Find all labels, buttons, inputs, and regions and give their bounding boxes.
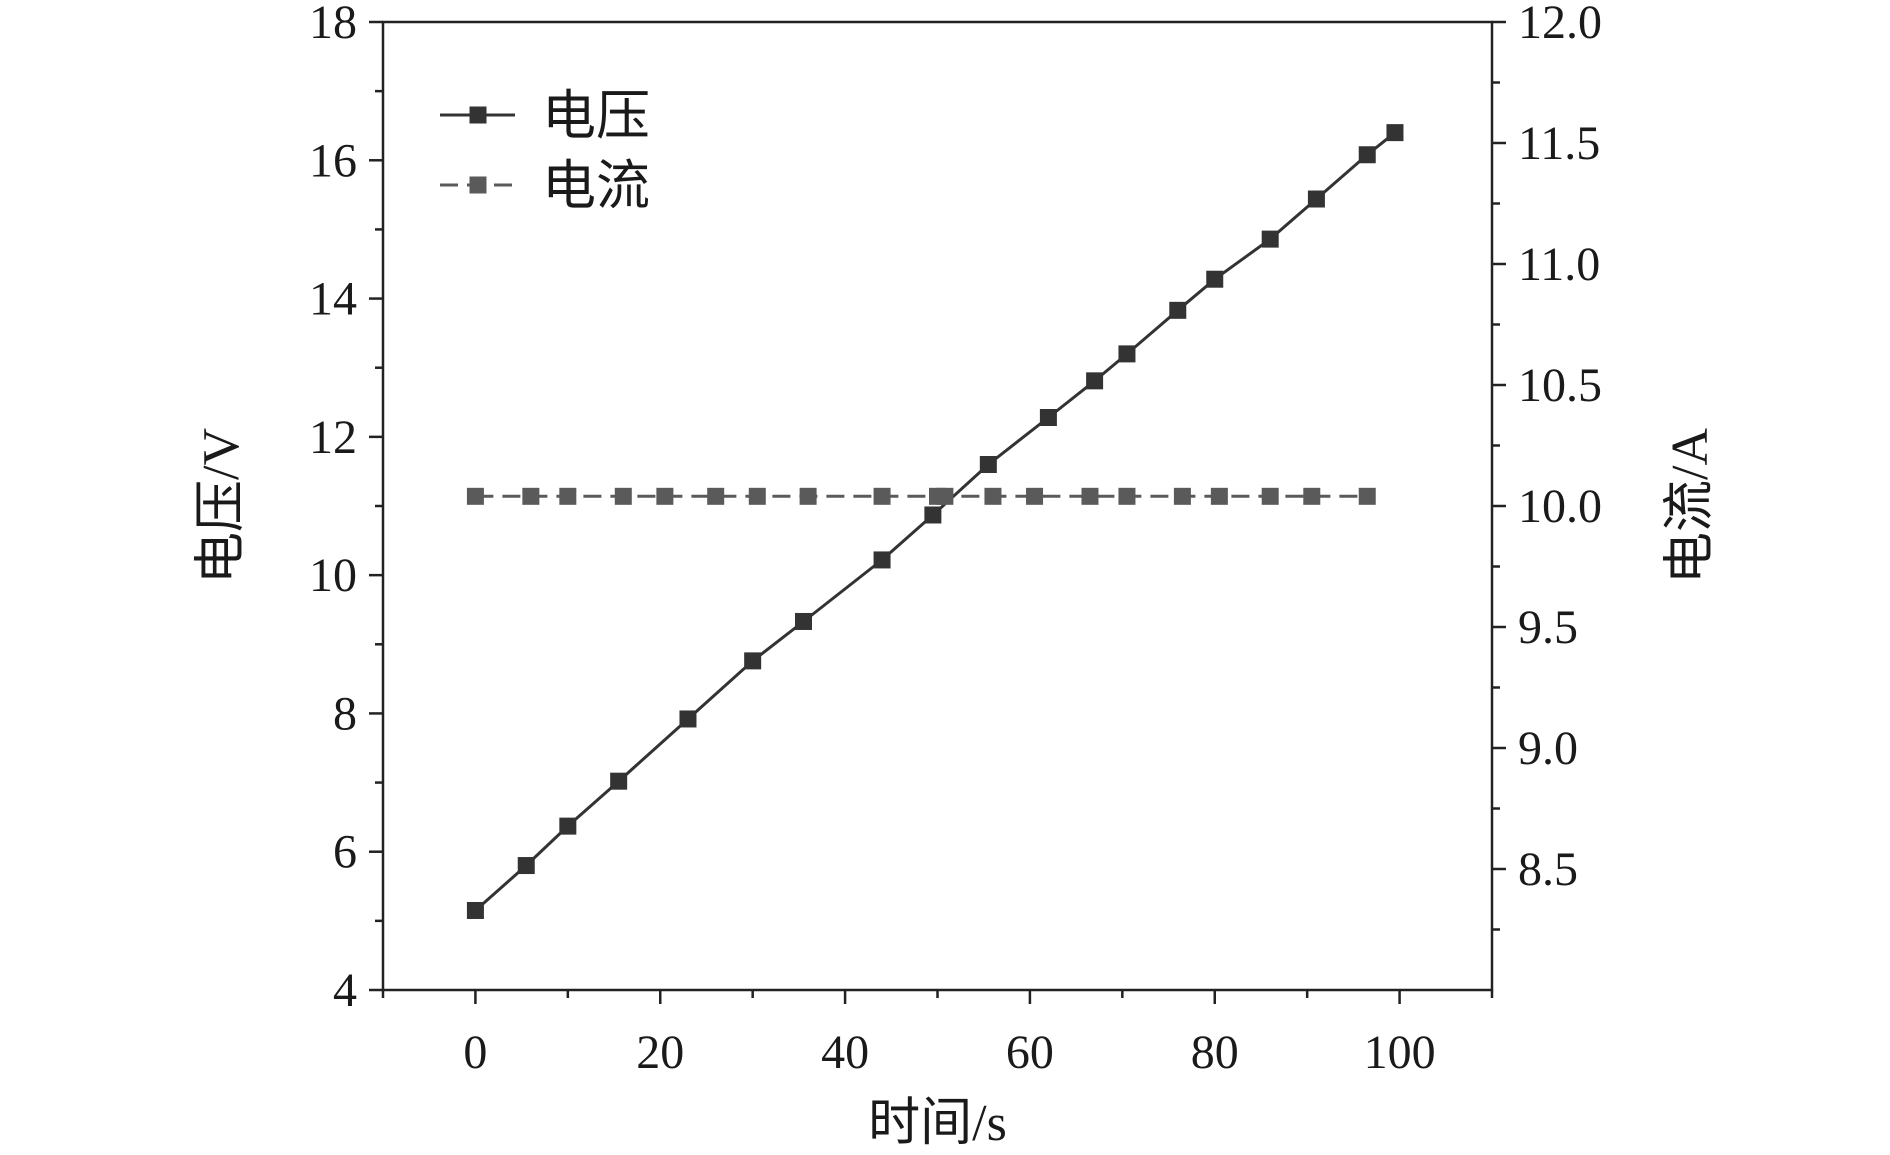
data-point-voltage [1086,372,1104,390]
data-point-voltage [873,551,891,569]
y-left-tick-label: 12 [309,411,357,464]
y-right-tick-label: 11.0 [1518,238,1600,291]
data-point-voltage [794,612,812,630]
x-tick-label: 0 [463,1026,487,1079]
data-point-current [656,487,674,505]
y-right-tick-label: 11.5 [1518,117,1600,170]
data-point-current [936,487,954,505]
data-point-current [1081,487,1099,505]
data-point-voltage [979,456,997,474]
data-point-voltage [679,710,697,728]
y-right-axis-title: 电流/A [1662,428,1719,584]
y-right-tick-label: 9.0 [1518,722,1578,775]
data-point-current [614,487,632,505]
data-point-current [559,487,577,505]
data-point-voltage [1169,301,1187,319]
data-point-current [1118,487,1136,505]
y-left-tick-label: 6 [333,826,357,879]
data-point-voltage [1118,345,1136,363]
y-left-tick-label: 8 [333,687,357,740]
data-point-current [466,487,484,505]
data-point-voltage [1206,270,1224,288]
data-point-current [799,487,817,505]
ticks-layer: 0 20 40 60 80 100 4 6 8 10 12 14 16 18 8.5 9.0 9.5 10.0 10… [309,0,1602,1079]
legend-label-current: 电流 [542,156,650,216]
data-point-current [873,487,891,505]
data-point-current [1210,487,1228,505]
x-tick-label: 80 [1191,1026,1239,1079]
y-left-tick-label: 16 [309,134,357,187]
data-point-voltage [1039,408,1057,426]
data-point-voltage [924,506,942,524]
data-point-voltage [1261,230,1279,248]
data-point-voltage [1358,146,1376,164]
data-point-voltage [1307,190,1325,208]
data-point-voltage [466,901,484,919]
data-point-current [1358,487,1376,505]
y-left-tick-label: 14 [309,273,357,326]
legend-label-voltage: 电压 [542,86,650,146]
x-tick-label: 40 [821,1026,869,1079]
x-tick-label: 100 [1364,1026,1436,1079]
y-left-tick-label: 10 [309,549,357,602]
data-point-current [1261,487,1279,505]
x-axis-title: 时间/s [868,1095,1007,1150]
data-point-current [1303,487,1321,505]
legend: 电压 电流 [440,86,650,216]
data-point-current [984,487,1002,505]
data-point-voltage [744,652,762,670]
plot-frame [381,20,1494,992]
y-right-tick-label: 12.0 [1518,0,1602,49]
data-point-current [522,487,540,505]
y-right-tick-label: 10.5 [1518,359,1602,412]
y-left-tick-label: 18 [309,0,357,49]
data-point-voltage [1386,124,1404,142]
data-point-current [748,487,766,505]
y-right-tick-label: 10.0 [1518,480,1602,533]
y-right-tick-label: 8.5 [1518,843,1578,896]
x-tick-label: 20 [636,1026,684,1079]
data-point-voltage [559,817,577,835]
y-right-tick-label: 9.5 [1518,601,1578,654]
legend-marker-current [469,176,487,194]
data-point-current [1173,487,1191,505]
data-point-current [1026,487,1044,505]
legend-marker-voltage [469,106,487,124]
y-left-axis-title: 电压/V [193,428,250,584]
series-layer [466,124,1404,919]
data-point-voltage [517,857,535,875]
data-point-voltage [610,772,628,790]
data-point-current [707,487,725,505]
y-left-tick-label: 4 [333,964,357,1017]
x-tick-label: 60 [1006,1026,1054,1079]
